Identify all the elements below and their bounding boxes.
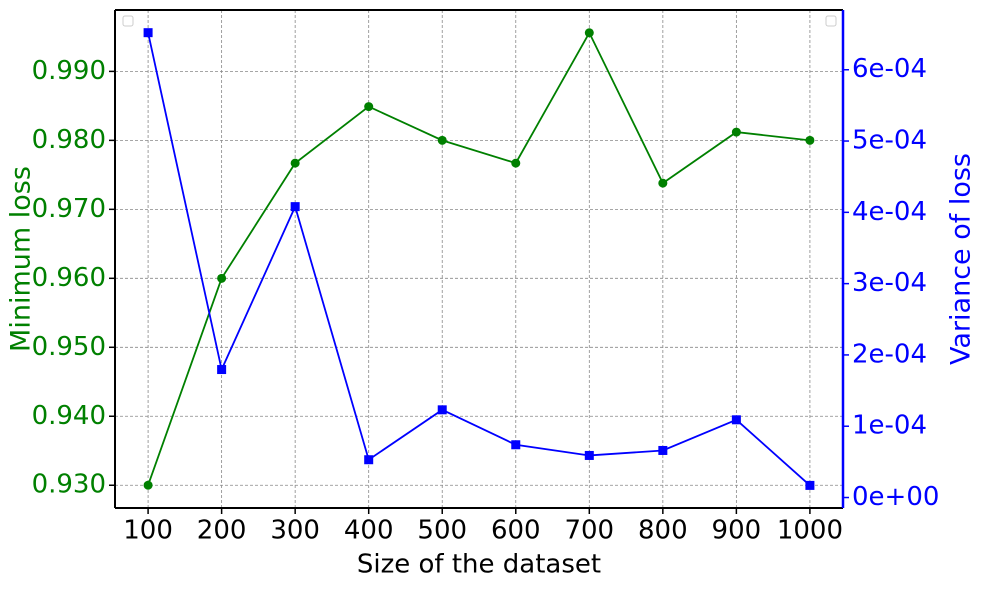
marker bbox=[805, 135, 815, 145]
marker bbox=[437, 405, 447, 415]
x-tick-label: 1000 bbox=[777, 516, 843, 546]
y-tick-label: 0.960 bbox=[32, 263, 106, 293]
x-tick-label: 300 bbox=[270, 516, 320, 546]
marker bbox=[437, 135, 447, 145]
x-tick-label: 500 bbox=[417, 516, 467, 546]
marker bbox=[217, 273, 227, 283]
x-tick-label: 100 bbox=[123, 516, 173, 546]
x-tick-label: 200 bbox=[197, 516, 247, 546]
marker bbox=[511, 158, 521, 168]
marker bbox=[290, 158, 300, 168]
marker bbox=[290, 202, 300, 212]
marker bbox=[364, 102, 374, 112]
marker bbox=[217, 365, 227, 375]
y2-tick-label: 5e-04 bbox=[852, 126, 927, 156]
x-tick-label: 400 bbox=[344, 516, 394, 546]
y2-axis-label: Variance of loss bbox=[946, 153, 977, 365]
marker bbox=[731, 415, 741, 425]
y2-tick-label: 6e-04 bbox=[852, 54, 927, 84]
marker bbox=[511, 440, 521, 450]
x-axis-label: Size of the dataset bbox=[357, 550, 601, 580]
series-line bbox=[147, 32, 811, 487]
marker bbox=[658, 445, 668, 455]
marker bbox=[143, 480, 153, 490]
marker bbox=[584, 28, 594, 38]
y2-tick-label: 3e-04 bbox=[852, 268, 927, 298]
y-axis-label: Minimum loss bbox=[6, 166, 37, 352]
y2-tick-label: 1e-04 bbox=[852, 411, 927, 441]
marker bbox=[364, 455, 374, 465]
legend-box bbox=[825, 15, 837, 27]
marker bbox=[143, 28, 153, 38]
legend-box bbox=[122, 15, 134, 27]
marker bbox=[731, 127, 741, 137]
y2-tick-label: 0e+00 bbox=[852, 482, 939, 512]
x-tick-label: 900 bbox=[712, 516, 762, 546]
y-tick-label: 0.980 bbox=[32, 125, 106, 155]
y-tick-label: 0.970 bbox=[32, 194, 106, 224]
y2-tick-label: 4e-04 bbox=[852, 197, 927, 227]
y-tick-label: 0.990 bbox=[32, 56, 106, 86]
x-tick-label: 800 bbox=[638, 516, 688, 546]
y-tick-label: 0.940 bbox=[32, 401, 106, 431]
y-tick-label: 0.930 bbox=[32, 470, 106, 500]
marker bbox=[805, 480, 815, 490]
x-tick-label: 700 bbox=[564, 516, 614, 546]
marker bbox=[584, 450, 594, 460]
y-tick-label: 0.950 bbox=[32, 332, 106, 362]
marker bbox=[658, 178, 668, 188]
series-line bbox=[147, 30, 811, 486]
y2-tick-label: 2e-04 bbox=[852, 339, 927, 369]
x-tick-label: 600 bbox=[491, 516, 541, 546]
